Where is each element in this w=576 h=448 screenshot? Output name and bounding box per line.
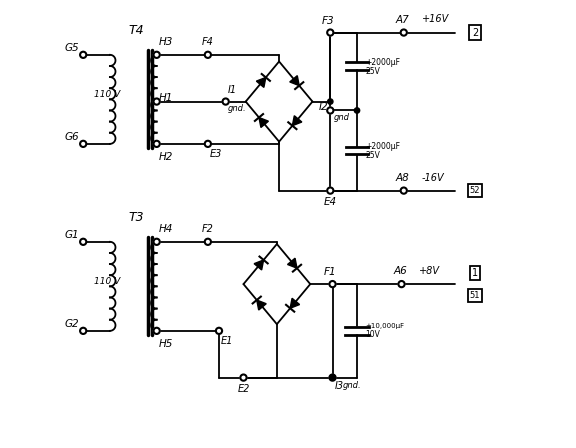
Circle shape: [354, 108, 359, 113]
Circle shape: [80, 52, 86, 58]
Text: +2000μF: +2000μF: [365, 58, 400, 67]
Text: F2: F2: [202, 224, 214, 234]
Circle shape: [330, 375, 335, 380]
Text: gnd.: gnd.: [342, 381, 361, 390]
Polygon shape: [293, 116, 302, 126]
Text: 25V: 25V: [365, 67, 380, 76]
Text: E1: E1: [221, 336, 234, 346]
Circle shape: [154, 52, 160, 58]
Polygon shape: [257, 300, 266, 310]
Circle shape: [154, 239, 160, 245]
Circle shape: [399, 281, 405, 287]
Circle shape: [327, 188, 334, 194]
Text: gnd.: gnd.: [228, 104, 247, 113]
Text: I3: I3: [335, 381, 344, 391]
Text: +16V: +16V: [422, 13, 449, 24]
Text: 1: 1: [472, 268, 478, 278]
Polygon shape: [259, 117, 268, 128]
Polygon shape: [287, 258, 297, 268]
Text: H2: H2: [159, 152, 173, 162]
Text: A7: A7: [396, 14, 410, 25]
Text: 25V: 25V: [365, 151, 380, 160]
Text: -16V: -16V: [422, 172, 444, 183]
Text: gnd: gnd: [334, 113, 350, 122]
Polygon shape: [254, 260, 264, 270]
Circle shape: [204, 239, 211, 245]
Circle shape: [329, 375, 336, 381]
Text: +10,000μF: +10,000μF: [365, 323, 404, 328]
Circle shape: [154, 141, 160, 147]
Text: F3: F3: [322, 16, 335, 26]
Text: E3: E3: [210, 149, 222, 159]
Circle shape: [80, 328, 86, 334]
Circle shape: [204, 52, 211, 58]
Text: G2: G2: [65, 319, 79, 329]
Circle shape: [80, 239, 86, 245]
Text: G1: G1: [65, 230, 79, 240]
Text: H3: H3: [159, 37, 173, 47]
Circle shape: [154, 328, 160, 334]
Text: A6: A6: [394, 266, 407, 276]
Circle shape: [80, 141, 86, 147]
Text: 2: 2: [472, 28, 478, 38]
Text: 10V: 10V: [365, 330, 380, 339]
Circle shape: [328, 99, 333, 104]
Text: +2000μF: +2000μF: [365, 142, 400, 151]
Text: A8: A8: [396, 172, 410, 183]
Text: 51: 51: [470, 291, 480, 300]
Polygon shape: [290, 76, 299, 86]
Circle shape: [329, 281, 336, 287]
Text: 52: 52: [470, 186, 480, 195]
Text: G5: G5: [65, 43, 79, 53]
Text: F1: F1: [324, 267, 336, 277]
Text: T4: T4: [129, 24, 145, 37]
Circle shape: [154, 99, 160, 105]
Circle shape: [222, 99, 229, 105]
Text: E2: E2: [237, 384, 249, 394]
Circle shape: [327, 108, 334, 114]
Text: I2: I2: [319, 102, 328, 112]
Text: E4: E4: [324, 197, 337, 207]
Text: H5: H5: [159, 339, 173, 349]
Text: 110 V: 110 V: [94, 90, 120, 99]
Circle shape: [401, 30, 407, 36]
Circle shape: [327, 30, 334, 36]
Text: H4: H4: [159, 224, 173, 234]
Text: I1: I1: [228, 85, 237, 95]
Circle shape: [204, 141, 211, 147]
Circle shape: [240, 375, 247, 381]
Circle shape: [401, 188, 407, 194]
Polygon shape: [290, 298, 300, 308]
Polygon shape: [256, 78, 266, 87]
Text: G6: G6: [65, 132, 79, 142]
Text: H1: H1: [159, 93, 173, 103]
Text: F4: F4: [202, 37, 214, 47]
Text: 110 V: 110 V: [94, 277, 120, 286]
Circle shape: [216, 328, 222, 334]
Text: T3: T3: [129, 211, 145, 224]
Text: +8V: +8V: [419, 266, 440, 276]
